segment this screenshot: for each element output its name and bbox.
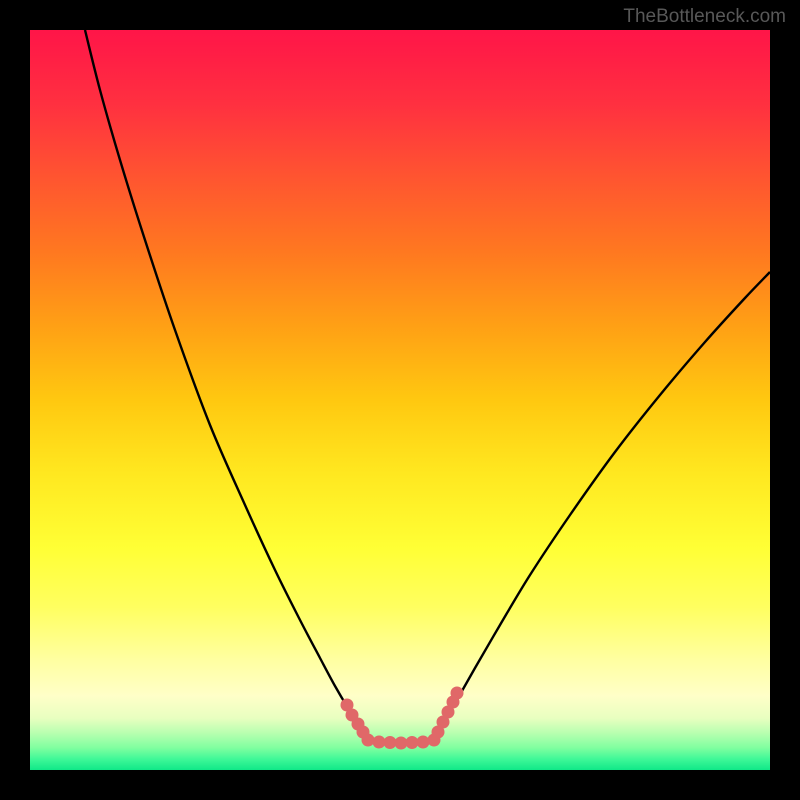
plot-area xyxy=(30,30,770,770)
watermark-text: TheBottleneck.com xyxy=(623,6,786,28)
curve-left-branch xyxy=(85,30,365,733)
marker-dot xyxy=(451,687,464,700)
marker-group xyxy=(341,687,464,750)
marker-dot xyxy=(417,736,430,749)
marker-dot xyxy=(362,734,375,747)
curve-layer xyxy=(30,30,770,770)
chart-container: TheBottleneck.com xyxy=(0,0,800,800)
curve-right-branch xyxy=(437,272,770,733)
